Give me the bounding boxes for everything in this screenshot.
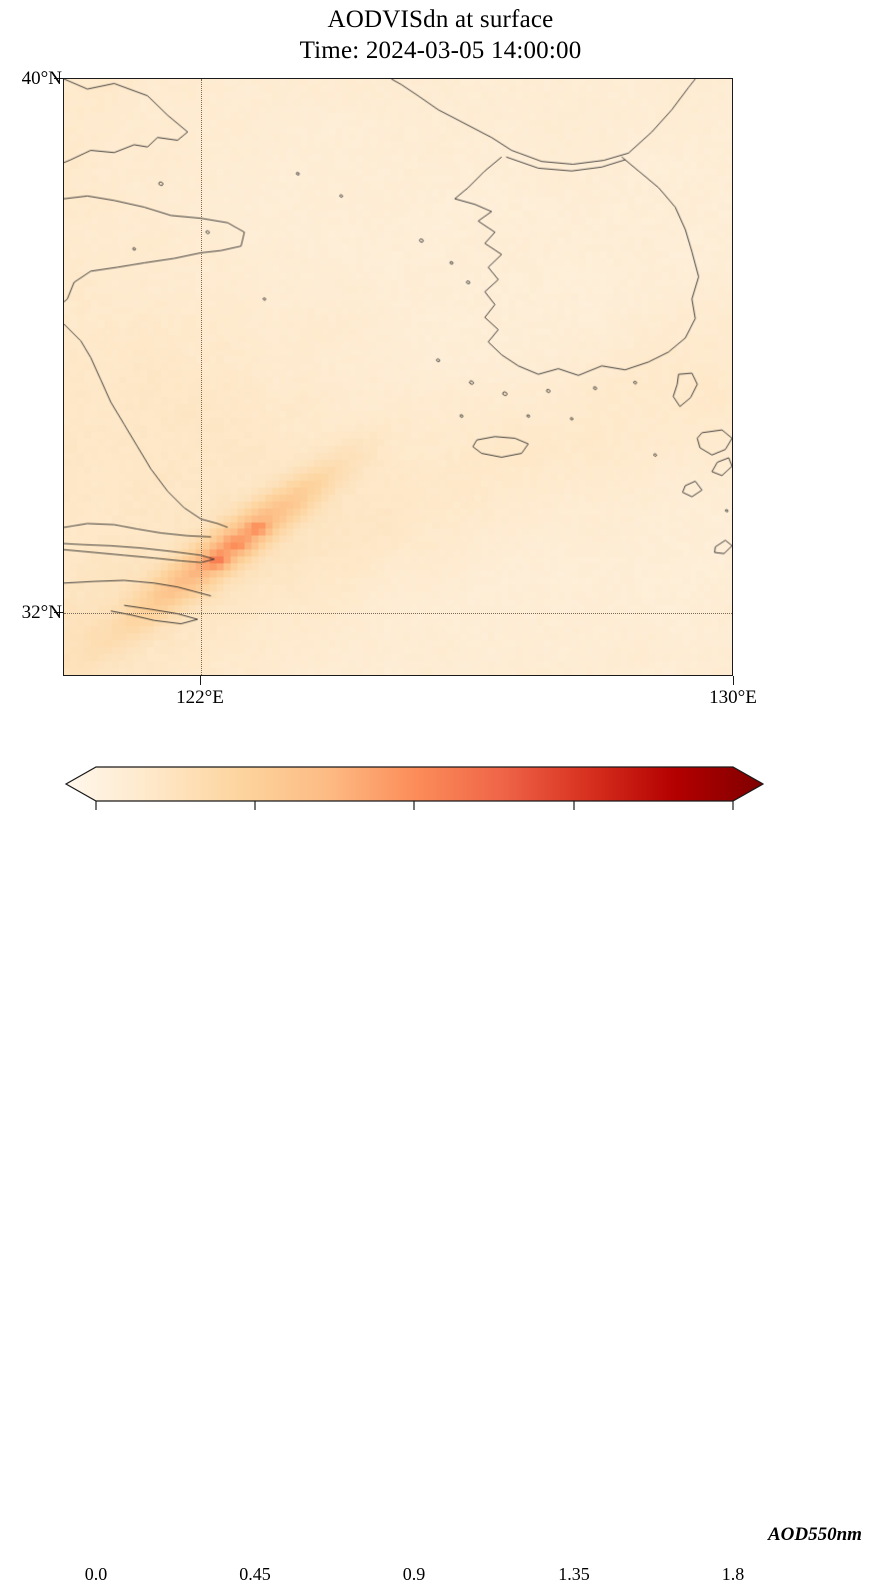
colorbar-tick-135: 1.35: [558, 1564, 590, 1584]
gridline-122E: [201, 79, 202, 675]
title-line-variable: AODVISdn at surface: [327, 6, 554, 33]
title-line-time: Time: 2024-03-05 14:00:00: [299, 37, 582, 64]
colorbar-tick-09: 0.9: [402, 1564, 426, 1584]
colorbar-tick-0: 0.0: [84, 1564, 108, 1584]
xlabel-122E: 122°E: [176, 687, 224, 708]
tick-122E: [200, 676, 201, 685]
colorbar-gradient: [64, 766, 765, 810]
gridline-32N: [64, 613, 732, 614]
colorbar-tick-18: 1.8: [721, 1564, 745, 1584]
tick-130E: [733, 676, 734, 685]
tick-32N: [54, 612, 63, 613]
colorbar: 0.0 0.45 0.9 1.35 1.8 AOD550nm: [0, 758, 881, 1584]
colorbar-unit-label: AOD550nm: [768, 1524, 862, 1545]
map-plot-area: [63, 78, 733, 676]
tick-40N: [54, 78, 63, 79]
ylabel-40N: 40°N: [21, 68, 62, 89]
aod-heatmap-raster: [64, 79, 732, 675]
ylabel-32N: 32°N: [21, 602, 62, 623]
figure-title: AODVISdn at surface Time: 2024-03-05 14:…: [0, 4, 881, 66]
xlabel-130E: 130°E: [709, 687, 757, 708]
colorbar-tick-045: 0.45: [239, 1564, 271, 1584]
